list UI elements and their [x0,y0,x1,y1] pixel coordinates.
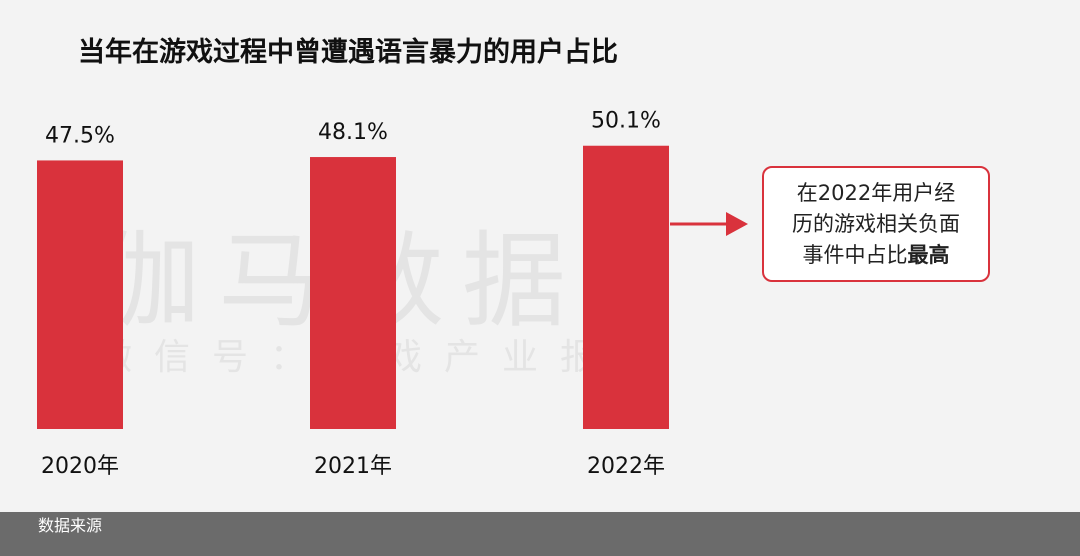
bar-2022年 [583,145,669,429]
value-label-2021年: 48.1% [318,120,388,145]
footer-bar: 数据来源 [0,512,1080,556]
category-label-2020年: 2020年 [41,454,119,479]
callout-line-2: 历的游戏相关负面 [792,211,960,236]
chart-title: 当年在游戏过程中曾遭遇语言暴力的用户占比 [78,37,618,68]
value-label-2020年: 47.5% [45,123,115,148]
category-label-2022年: 2022年 [587,454,665,479]
bar-2021年 [310,157,396,429]
value-label-2022年: 50.1% [591,109,661,134]
arrow-head-icon [726,212,748,236]
callout-box: 在2022年用户经 历的游戏相关负面 事件中占比最高 [762,166,990,282]
footer-text: 数据来源 [38,516,103,535]
callout-line-3: 事件中占比最高 [803,240,950,271]
bar-2020年 [37,160,123,429]
callout-line-3-prefix: 事件中占比 [802,242,908,267]
callout-emphasis: 最高 [907,242,950,267]
category-label-2021年: 2021年 [314,454,392,479]
callout-line-1: 在2022年用户经 [796,180,956,205]
